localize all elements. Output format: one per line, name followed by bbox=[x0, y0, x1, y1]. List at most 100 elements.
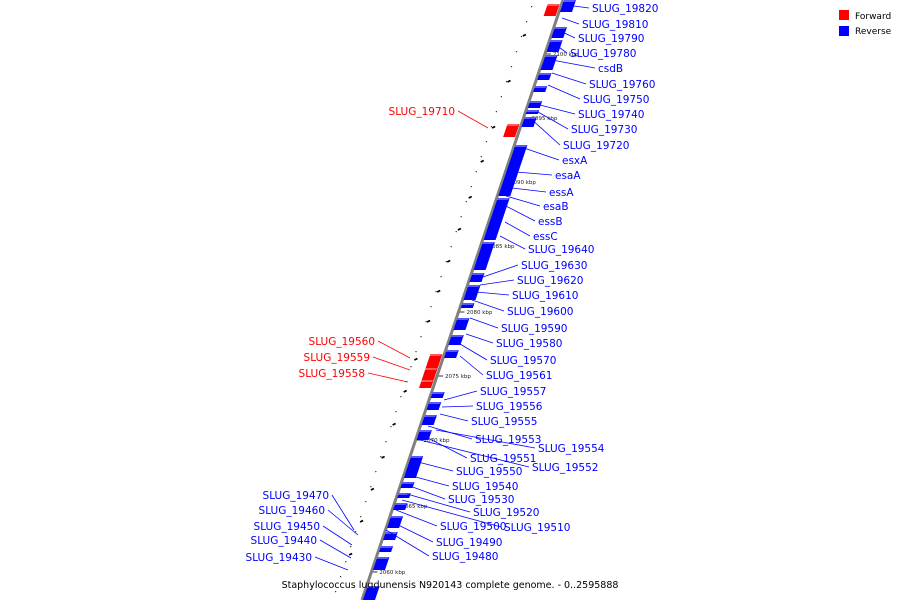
gene-block-highlight bbox=[506, 124, 520, 126]
leader-line-slug-19440 bbox=[319, 539, 352, 559]
guide-dot bbox=[500, 96, 502, 98]
gene-block-highlight bbox=[401, 482, 415, 484]
guide-dots bbox=[335, 6, 533, 593]
scale-tick-label: 2085 kbp bbox=[489, 244, 515, 250]
tick-mark bbox=[468, 195, 473, 199]
leader-line-slug-19556 bbox=[441, 405, 474, 408]
gene-block-highlight bbox=[554, 27, 567, 29]
tick-mark bbox=[457, 227, 462, 231]
leader-line-slug-19460 bbox=[327, 509, 359, 536]
gene-block-highlight bbox=[538, 73, 552, 75]
gene-label-slug-19820: SLUG_19820 bbox=[592, 3, 658, 15]
gene-block-highlight bbox=[526, 110, 540, 112]
gene-label-slug-19710: SLUG_19710 bbox=[389, 106, 455, 118]
leader-line-slug-19640 bbox=[499, 235, 526, 250]
gene-block-highlight bbox=[456, 318, 470, 320]
guide-dot bbox=[526, 21, 528, 23]
gene-block bbox=[403, 456, 424, 478]
guide-dot bbox=[510, 66, 513, 68]
guide-dot bbox=[440, 276, 442, 278]
gene-label-slug-19553: SLUG_19553 bbox=[475, 434, 541, 446]
gene-block bbox=[483, 198, 510, 240]
gene-block bbox=[425, 354, 443, 368]
leader-line-slug-19470 bbox=[331, 494, 355, 531]
leader-line-slug-19430 bbox=[314, 556, 349, 571]
gene-block-highlight bbox=[546, 4, 560, 6]
gene-label-slug-19640: SLUG_19640 bbox=[528, 244, 594, 256]
gene-block-highlight bbox=[424, 368, 438, 370]
guide-dot bbox=[350, 546, 352, 548]
scale-tick-label: 2075 kbp bbox=[445, 374, 471, 380]
gene-block bbox=[430, 392, 445, 398]
guide-dot bbox=[380, 456, 382, 458]
gene-block-highlight bbox=[366, 586, 380, 588]
leader-line-slug-19580 bbox=[465, 333, 494, 344]
gene-label-slug-19470: SLUG_19470 bbox=[263, 490, 329, 502]
gene-block bbox=[383, 532, 398, 540]
scale-tick-label: 2060 kbp bbox=[379, 570, 405, 576]
leader-line-slug-19720 bbox=[529, 117, 561, 146]
tick-mark bbox=[480, 159, 485, 163]
guide-dot bbox=[515, 51, 518, 53]
tick-mark bbox=[413, 357, 418, 361]
gene-block-highlight bbox=[563, 0, 576, 2]
gene-label-slug-19600: SLUG_19600 bbox=[507, 306, 573, 318]
guide-dot bbox=[445, 261, 447, 263]
guide-dot bbox=[400, 396, 402, 398]
leader-line-essa bbox=[511, 187, 547, 193]
gene-label-slug-19510: SLUG_19510 bbox=[504, 522, 570, 534]
gene-label-slug-19558: SLUG_19558 bbox=[299, 368, 365, 380]
gene-label-slug-19620: SLUG_19620 bbox=[517, 275, 583, 287]
leader-line-slug-19810 bbox=[561, 17, 580, 25]
gene-block-highlight bbox=[418, 430, 432, 432]
tick-mark bbox=[491, 125, 496, 129]
guide-dot bbox=[485, 141, 487, 143]
guide-dot bbox=[465, 201, 467, 203]
guide-dot bbox=[425, 321, 427, 323]
gene-block bbox=[543, 4, 560, 16]
gene-blocks bbox=[363, 0, 576, 600]
genome-backbone bbox=[360, 0, 565, 600]
gene-block bbox=[551, 27, 567, 38]
gene-label-slug-19450: SLUG_19450 bbox=[254, 521, 320, 533]
gene-label-esab: esaB bbox=[543, 201, 569, 213]
leader-line-slug-19730 bbox=[537, 111, 569, 130]
gene-block-highlight bbox=[529, 101, 543, 103]
legend-reverse-swatch bbox=[839, 26, 849, 36]
gene-block-highlight bbox=[428, 402, 442, 404]
leader-line-slug-19710 bbox=[457, 110, 489, 129]
guide-dot bbox=[420, 336, 422, 338]
leader-line-slug-19520 bbox=[406, 493, 471, 513]
guide-dot bbox=[410, 366, 412, 368]
leader-line-slug-19600 bbox=[471, 299, 505, 312]
gene-label-essa: essA bbox=[549, 187, 574, 199]
gene-block bbox=[393, 503, 408, 510]
guide-dot bbox=[365, 501, 367, 503]
guide-dot bbox=[335, 591, 337, 593]
guide-dot bbox=[385, 441, 387, 443]
gene-label-slug-19500: SLUG_19500 bbox=[440, 521, 506, 533]
tick-mark bbox=[446, 259, 451, 263]
leader-line-slug-19555 bbox=[439, 413, 469, 422]
gene-label-slug-19810: SLUG_19810 bbox=[582, 19, 648, 31]
gene-block bbox=[363, 586, 380, 600]
genome-caption: Staphylococcus lugdunensis N920143 compl… bbox=[282, 580, 619, 591]
gene-label-slug-19760: SLUG_19760 bbox=[589, 79, 655, 91]
gene-label-slug-19560: SLUG_19560 bbox=[309, 336, 375, 348]
gene-label-slug-19554: SLUG_19554 bbox=[538, 443, 605, 455]
leader-line-essb bbox=[505, 205, 536, 222]
leader-line-slug-19590 bbox=[469, 317, 499, 329]
gene-label-slug-19530: SLUG_19530 bbox=[448, 494, 514, 506]
leader-line-slug-19620 bbox=[479, 279, 515, 286]
leader-line-slug-19480 bbox=[385, 529, 430, 557]
tick-mark bbox=[348, 552, 353, 556]
gene-block bbox=[533, 86, 548, 92]
guide-dot bbox=[460, 216, 462, 218]
guide-dot bbox=[370, 486, 372, 488]
gene-label-slug-19540: SLUG_19540 bbox=[452, 481, 518, 493]
gene-label-essc: essC bbox=[533, 231, 558, 243]
gene-label-slug-19590: SLUG_19590 bbox=[501, 323, 567, 335]
leader-line-slug-19551 bbox=[423, 435, 468, 459]
leader-line-slug-19790 bbox=[557, 29, 576, 39]
gene-block bbox=[560, 0, 576, 12]
